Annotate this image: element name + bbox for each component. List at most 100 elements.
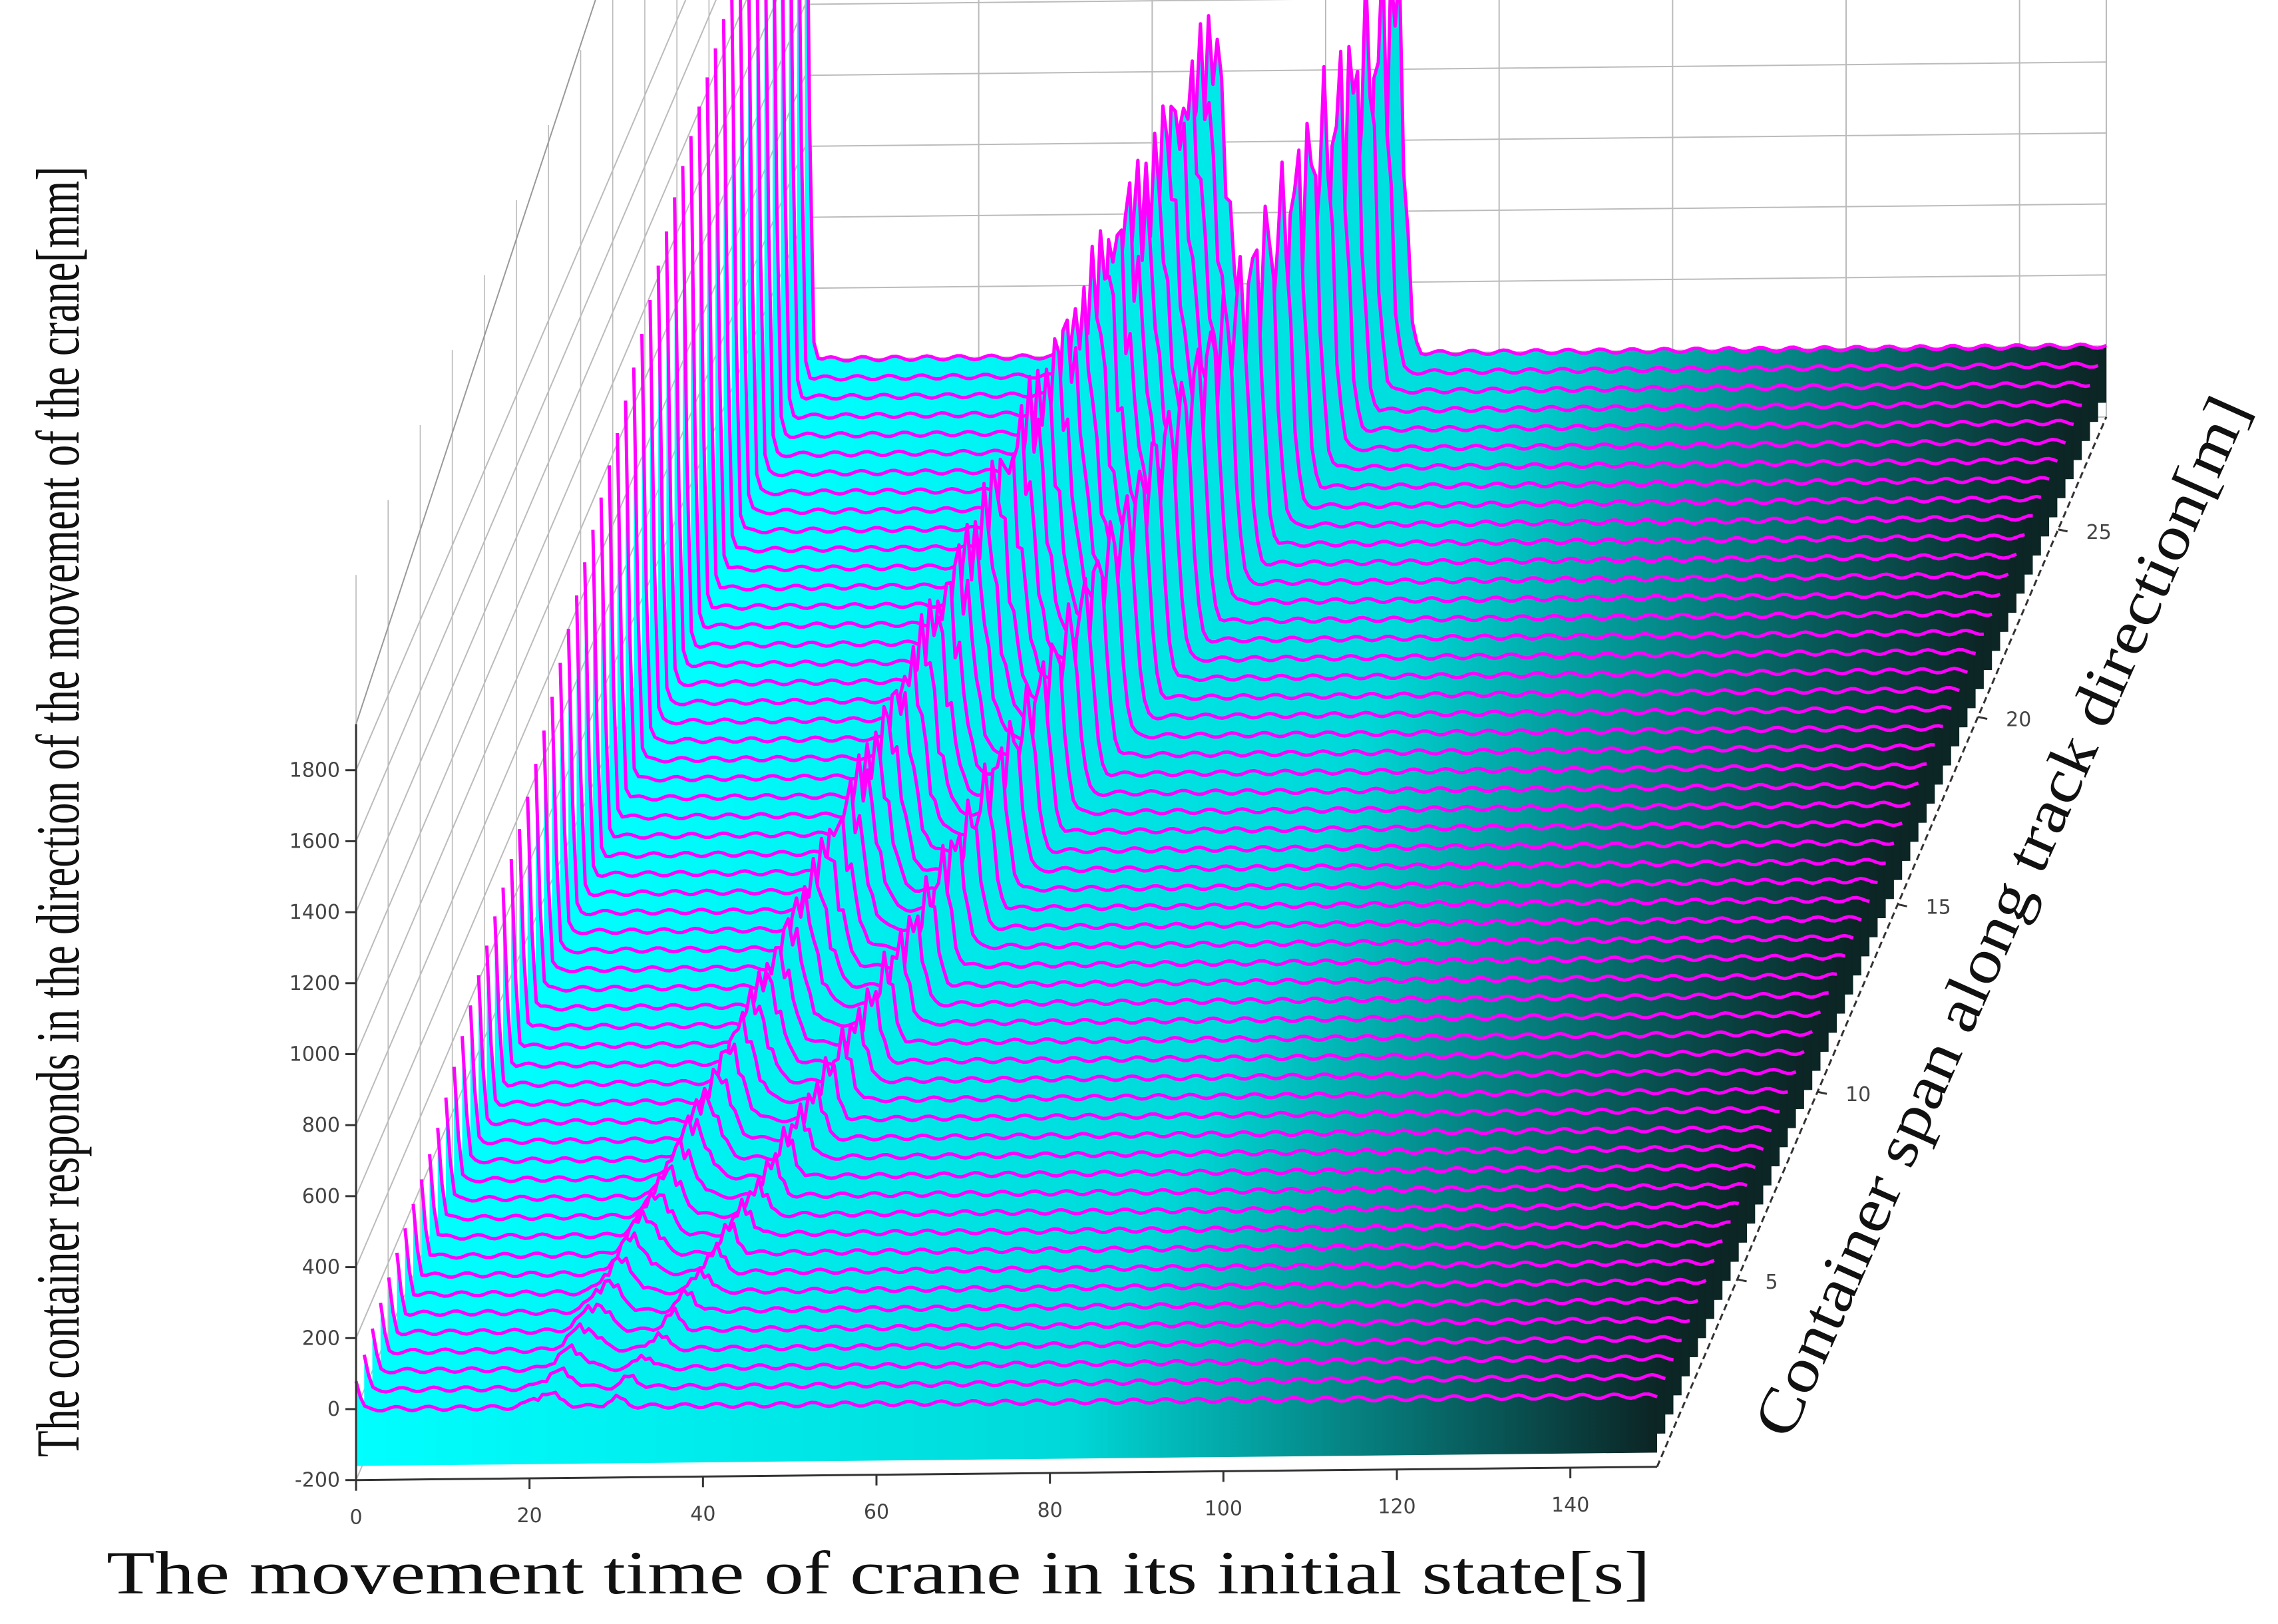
series-fill <box>756 0 2058 531</box>
y-axis-tick <box>1817 1090 1827 1095</box>
series-line <box>673 197 1977 669</box>
series-line <box>798 0 2099 382</box>
z-tick-label: 800 <box>302 1114 340 1137</box>
x-tick-label: 120 <box>1378 1496 1416 1519</box>
x-tick-label: 40 <box>690 1502 715 1526</box>
series-line <box>632 367 1935 764</box>
z-axis-title: The container responds in the direction … <box>24 166 92 1457</box>
series-line <box>599 497 1903 840</box>
series-fill <box>715 48 2016 627</box>
series-line <box>781 0 2082 420</box>
series-line <box>640 333 1944 744</box>
series-line <box>583 562 1886 878</box>
series-fill <box>748 0 2050 550</box>
series-fill <box>739 0 2041 569</box>
series-line <box>773 0 2074 439</box>
back-wall-gridline <box>805 274 2107 289</box>
series-line <box>616 432 1919 802</box>
back-wall-gridline <box>805 61 2107 77</box>
z-tick-label: 600 <box>302 1185 340 1208</box>
z-tick-label: 1800 <box>289 759 340 782</box>
series-fill <box>592 530 1894 913</box>
series-line <box>656 265 1960 707</box>
series-line <box>591 530 1895 859</box>
series-line <box>558 663 1862 935</box>
series-line <box>403 1228 1707 1298</box>
x-tick-label: 0 <box>349 1506 362 1530</box>
series-line <box>764 0 2066 458</box>
x-tick-label: 140 <box>1551 1494 1589 1517</box>
series-fill <box>511 859 1813 1104</box>
series-line <box>730 0 2033 535</box>
y-axis-tick <box>2058 528 2068 533</box>
y-axis-tick <box>1737 1278 1747 1283</box>
series-line <box>354 1380 1658 1413</box>
series-line <box>789 0 2090 401</box>
series-fill <box>764 0 2066 512</box>
x-tick-label: 100 <box>1205 1497 1242 1520</box>
series-line <box>807 0 2107 363</box>
z-tick-label: 1000 <box>289 1043 340 1066</box>
series-line <box>608 465 1911 821</box>
y-axis-tick <box>1977 716 1988 721</box>
z-tick-label: 1600 <box>289 830 340 853</box>
series-fill <box>494 916 1796 1142</box>
x-tick-label: 60 <box>864 1501 889 1524</box>
y-tick-label: 25 <box>2086 521 2112 544</box>
series-fill <box>699 106 2000 665</box>
series-line <box>534 764 1837 993</box>
series-line <box>624 401 1927 783</box>
back-wall-gridline <box>805 132 2107 147</box>
series-line <box>550 697 1854 955</box>
series-line <box>526 796 1829 1012</box>
z-tick-label: 1200 <box>289 972 340 995</box>
chart-series <box>354 0 2107 1466</box>
x-axis-title: The movement time of crane in its initia… <box>106 1539 1650 1607</box>
series-line <box>721 19 2025 554</box>
series-line <box>648 299 1952 726</box>
series-line <box>739 0 2042 516</box>
series-line <box>697 106 2001 611</box>
series-line <box>747 0 2050 496</box>
x-tick-label: 20 <box>517 1504 542 1528</box>
series-fill <box>356 1381 1657 1466</box>
series-line <box>371 1328 1674 1375</box>
left-wall-top-edge <box>355 0 596 725</box>
series-line <box>755 0 2058 478</box>
series-line <box>574 595 1878 897</box>
series-line <box>566 629 1870 917</box>
series-fill <box>601 497 1903 893</box>
z-tick-label: -200 <box>295 1469 340 1492</box>
x-axis-line <box>355 1466 1658 1482</box>
back-wall-gridline <box>805 203 2107 218</box>
series-line <box>387 1277 1690 1337</box>
series-line <box>436 1128 1740 1222</box>
series-line <box>705 77 2009 592</box>
series-line <box>689 136 1993 630</box>
z-tick-label: 200 <box>302 1327 340 1350</box>
series-line <box>362 1354 1666 1394</box>
x-tick-label: 80 <box>1038 1499 1063 1522</box>
series-line <box>419 1179 1723 1260</box>
y-tick-label: 5 <box>1766 1271 1778 1294</box>
series-line <box>681 166 1984 649</box>
series-line <box>428 1154 1731 1241</box>
series-line <box>713 48 2017 573</box>
series-line <box>395 1252 1699 1317</box>
z-tick-label: 0 <box>327 1398 340 1421</box>
series-fill <box>731 0 2033 588</box>
series-fill <box>691 136 1993 683</box>
series-fill <box>682 166 1984 703</box>
series-fill <box>723 19 2025 607</box>
y-tick-label: 20 <box>2006 709 2031 732</box>
series-line <box>664 231 1969 688</box>
series-fill <box>609 465 1911 874</box>
chart-axes: -200 0 200 400 600 800 1000 1200 1400 1600 1800 0 20… <box>289 416 2112 1530</box>
y-tick-label: 15 <box>1926 895 1951 919</box>
y-tick-label: 10 <box>1845 1083 1871 1106</box>
z-tick-label: 400 <box>302 1256 340 1279</box>
series-line <box>518 829 1821 1031</box>
back-wall-gridline <box>805 0 1294 5</box>
series-line <box>379 1302 1682 1356</box>
series-fill <box>617 433 1919 856</box>
